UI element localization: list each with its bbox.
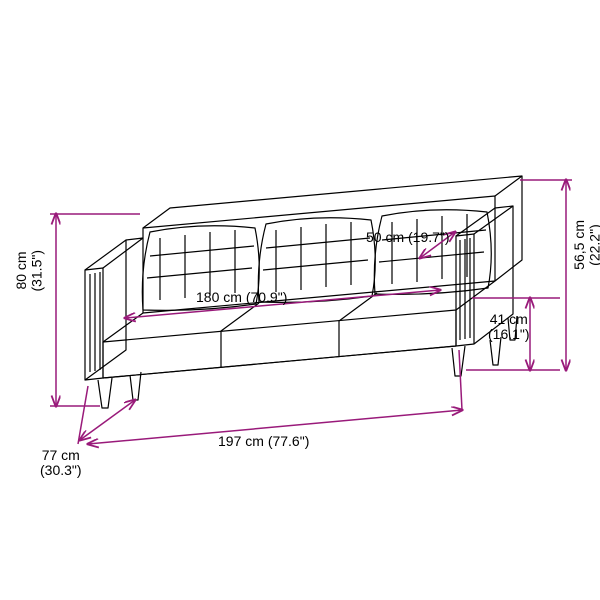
dim-back-height: 56,5 cm (22.2") bbox=[572, 220, 600, 270]
sofa-dimension-diagram bbox=[0, 0, 600, 600]
dim-height-overall: 80 cm (31.5") bbox=[14, 250, 45, 292]
dim-cushion-depth: 50 cm (19.7") bbox=[366, 230, 450, 245]
sofa-outline bbox=[85, 176, 522, 408]
dim-width-overall: 197 cm (77.6") bbox=[218, 434, 309, 449]
dim-seat-width: 180 cm (70.9") bbox=[196, 290, 287, 305]
dim-depth: 77 cm (30.3") bbox=[40, 448, 82, 479]
dim-seat-height: 41 cm (16.1") bbox=[488, 312, 530, 343]
